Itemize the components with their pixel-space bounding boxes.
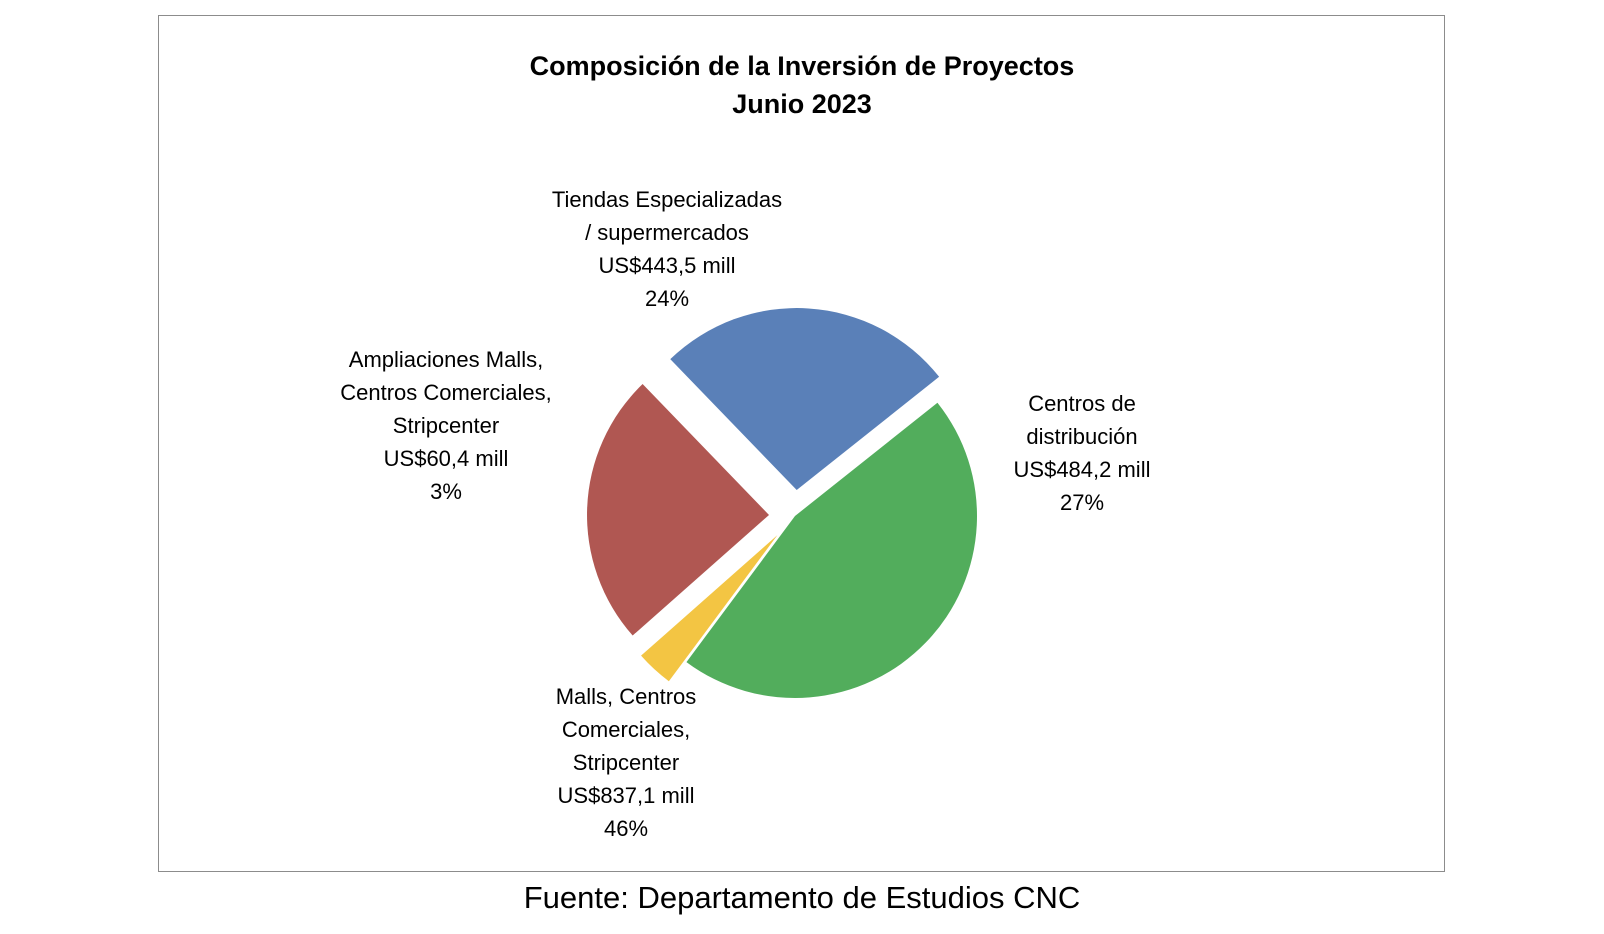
slice-label: Centros de distribución US$484,2 mill 27% xyxy=(1014,391,1151,515)
chart-title: Composición de la Inversión de Proyectos xyxy=(529,51,1075,81)
slice-label: Tiendas Especializadas / supermercados US$… xyxy=(552,187,782,311)
pie-slice xyxy=(587,384,770,636)
chart-frame xyxy=(158,15,1445,872)
pie-slice xyxy=(670,308,940,491)
pie-slice xyxy=(641,535,778,682)
source-note: Fuente: Departamento de Estudios CNC xyxy=(523,880,1081,915)
pie-slice xyxy=(686,402,978,699)
slice-label: Ampliaciones Malls, Centros Comerciales, S… xyxy=(340,347,552,504)
chart-subtitle: Junio 2023 xyxy=(732,89,872,119)
slice-label: Malls, Centros Comerciales, Stripcenter US$… xyxy=(556,684,697,841)
